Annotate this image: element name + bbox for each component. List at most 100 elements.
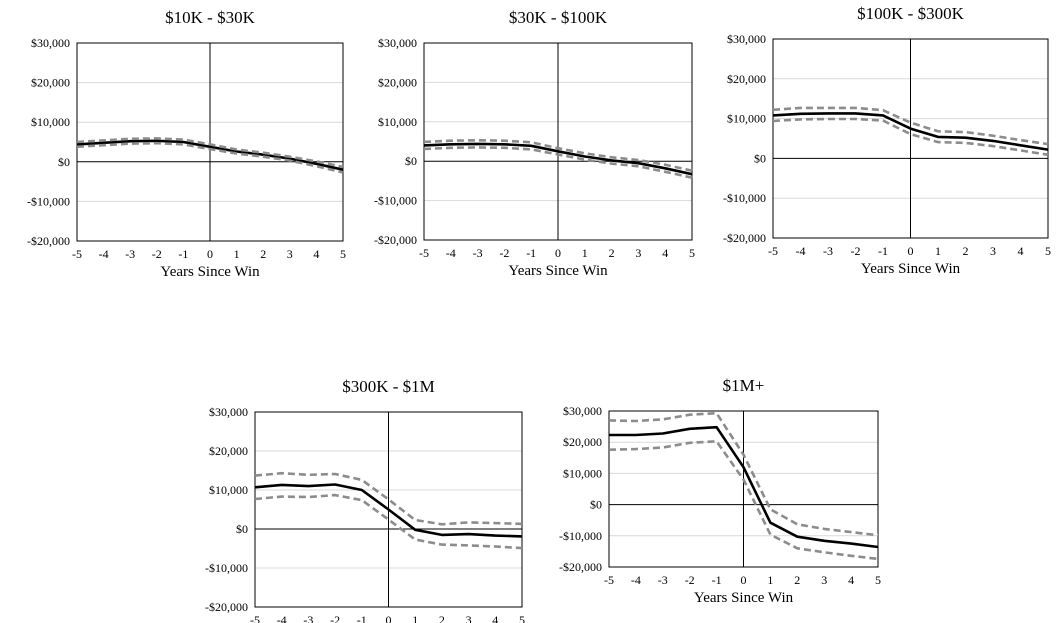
x-tick-label: 3 — [287, 247, 293, 261]
x-tick-label: 4 — [848, 573, 854, 587]
x-tick-label: 3 — [466, 613, 472, 623]
chart-panel-1: -$20,000 -$10,000 $0 $10,000 $20,000 $30,000 -… — [374, 8, 695, 279]
x-tick-label: -2 — [152, 247, 162, 261]
x-tick-label: -4 — [631, 573, 641, 587]
x-tick-label: 3 — [635, 246, 641, 260]
x-tick-label: -4 — [446, 246, 456, 260]
x-tick-label: 3 — [990, 244, 996, 258]
x-tick-label: 0 — [386, 613, 392, 623]
x-tick-label: 2 — [439, 613, 445, 623]
x-tick-label: 2 — [260, 247, 266, 261]
x-tick-label: -1 — [526, 246, 536, 260]
y-tick-label: -$20,000 — [205, 600, 248, 614]
x-tick-label: -1 — [712, 573, 722, 587]
y-tick-label: -$10,000 — [27, 194, 70, 208]
y-tick-label: -$10,000 — [374, 194, 417, 208]
series-line-estimate — [423, 142, 693, 176]
x-tick-label: -1 — [178, 247, 188, 261]
x-tick-label: -5 — [250, 613, 260, 623]
chart-panel-2: -$20,000 -$10,000 $0 $10,000 $20,000 $30,000 -… — [723, 4, 1051, 277]
x-tick-label: 5 — [519, 613, 525, 623]
x-axis-label: Years Since Win — [694, 590, 794, 606]
series-line-upper — [423, 139, 693, 172]
x-tick-label: 2 — [794, 573, 800, 587]
y-tick-label: -$20,000 — [723, 231, 766, 245]
x-tick-label: -3 — [473, 246, 483, 260]
series-line-lower — [423, 146, 693, 179]
y-tick-label: $10,000 — [563, 466, 602, 480]
y-tick-label: $30,000 — [727, 32, 766, 46]
x-axis-label: Years Since Win — [508, 263, 608, 279]
y-tick-label: $10,000 — [31, 115, 70, 129]
series-line-estimate — [254, 483, 523, 538]
x-tick-label: -5 — [419, 246, 429, 260]
x-tick-label: -1 — [878, 244, 888, 258]
x-tick-label: 0 — [555, 246, 561, 260]
x-tick-label: 4 — [1018, 244, 1024, 258]
x-tick-label: -2 — [499, 246, 509, 260]
y-tick-label: $10,000 — [209, 483, 248, 497]
x-tick-label: 0 — [908, 244, 914, 258]
x-tick-label: -5 — [768, 244, 778, 258]
x-tick-label: 2 — [609, 246, 615, 260]
x-tick-label: 1 — [767, 573, 773, 587]
y-tick-label: $30,000 — [209, 405, 248, 419]
series-line-upper — [254, 471, 523, 526]
chart-panel-4: -$20,000 -$10,000 $0 $10,000 $20,000 $30,000 -… — [559, 376, 881, 606]
y-tick-label: -$20,000 — [27, 234, 70, 248]
x-tick-label: 4 — [492, 613, 498, 623]
x-tick-label: 0 — [741, 573, 747, 587]
series-line-lower — [76, 141, 344, 174]
series-line-estimate — [609, 425, 879, 549]
y-tick-label: -$20,000 — [559, 560, 602, 574]
x-tick-label: 4 — [313, 247, 319, 261]
x-tick-label: 2 — [963, 244, 969, 258]
x-tick-label: 5 — [875, 573, 881, 587]
y-tick-label: $0 — [754, 151, 766, 165]
series-line-estimate — [772, 112, 1049, 151]
x-tick-label: -1 — [357, 613, 367, 623]
series-line-estimate — [76, 139, 344, 171]
y-tick-label: $20,000 — [727, 72, 766, 86]
y-tick-label: -$10,000 — [205, 561, 248, 575]
x-tick-label: -3 — [303, 613, 313, 623]
x-tick-label: -2 — [685, 573, 695, 587]
y-tick-label: $20,000 — [31, 76, 70, 90]
y-tick-label: $10,000 — [727, 112, 766, 126]
y-tick-label: $30,000 — [378, 36, 417, 50]
chart-panel-0: -$20,000 -$10,000 $0 $10,000 $20,000 $30,000 -… — [27, 8, 346, 280]
x-tick-label: -4 — [796, 244, 806, 258]
x-tick-label: 1 — [582, 246, 588, 260]
series-line-lower — [772, 117, 1049, 157]
y-tick-label: $10,000 — [378, 115, 417, 129]
x-tick-label: -3 — [658, 573, 668, 587]
y-tick-label: $0 — [58, 155, 70, 169]
chart-title: $1M+ — [723, 376, 765, 395]
chart-panel-3: -$20,000 -$10,000 $0 $10,000 $20,000 $30,000 -… — [205, 377, 525, 623]
x-tick-label: 4 — [662, 246, 668, 260]
x-axis-label: Years Since Win — [160, 264, 260, 280]
y-tick-label: $0 — [405, 154, 417, 168]
y-tick-label: $20,000 — [378, 75, 417, 89]
x-tick-label: 5 — [689, 246, 695, 260]
y-tick-label: $30,000 — [31, 36, 70, 50]
x-tick-label: 1 — [412, 613, 418, 623]
x-tick-label: -3 — [823, 244, 833, 258]
x-tick-label: 1 — [234, 247, 240, 261]
series-line-lower — [254, 493, 523, 550]
x-tick-label: -2 — [851, 244, 861, 258]
y-tick-label: -$20,000 — [374, 233, 417, 247]
series-line-upper — [608, 411, 879, 537]
chart-title: $30K - $100K — [509, 8, 608, 27]
y-tick-label: -$10,000 — [723, 191, 766, 205]
series-line-upper — [76, 137, 344, 169]
x-tick-label: -4 — [99, 247, 109, 261]
chart-title: $10K - $30K — [165, 8, 255, 27]
y-tick-label: $20,000 — [563, 435, 602, 449]
x-tick-label: 0 — [207, 247, 213, 261]
y-tick-label: $30,000 — [563, 404, 602, 418]
x-tick-label: -5 — [72, 247, 82, 261]
chart-title: $100K - $300K — [857, 4, 964, 23]
x-tick-label: 5 — [1045, 244, 1051, 258]
